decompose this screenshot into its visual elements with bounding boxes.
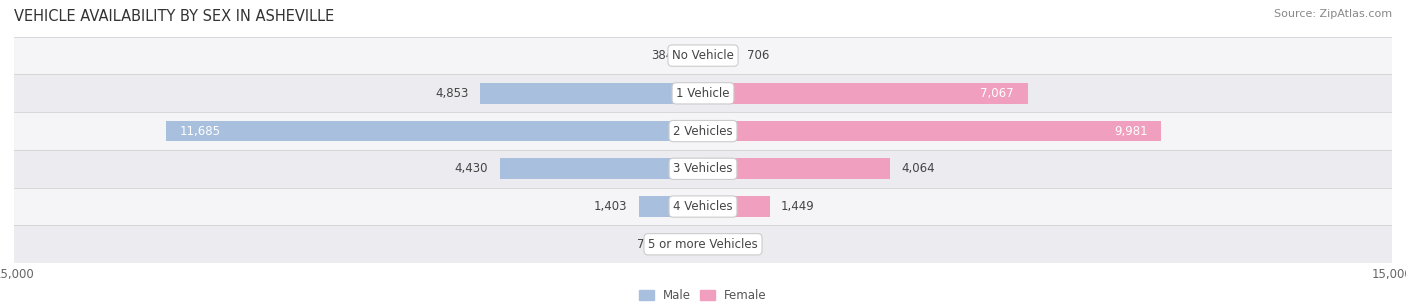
Text: 1,449: 1,449 [782, 200, 815, 213]
Bar [638, 196, 703, 217]
Bar [703, 83, 1028, 104]
Bar [703, 196, 769, 217]
Text: Source: ZipAtlas.com: Source: ZipAtlas.com [1274, 9, 1392, 19]
Text: 9,981: 9,981 [1114, 125, 1147, 138]
Bar [14, 74, 1392, 112]
Bar [703, 121, 1161, 141]
Text: 3 Vehicles: 3 Vehicles [673, 162, 733, 175]
Bar [703, 234, 724, 255]
Bar [479, 83, 703, 104]
Text: 2 Vehicles: 2 Vehicles [673, 125, 733, 138]
Text: 4 Vehicles: 4 Vehicles [673, 200, 733, 213]
Text: 706: 706 [747, 49, 769, 62]
Bar [499, 159, 703, 179]
Bar [14, 112, 1392, 150]
Text: No Vehicle: No Vehicle [672, 49, 734, 62]
Text: 7,067: 7,067 [980, 87, 1014, 100]
Text: 4,064: 4,064 [901, 162, 935, 175]
Text: 5 or more Vehicles: 5 or more Vehicles [648, 238, 758, 251]
Text: 1,403: 1,403 [593, 200, 627, 213]
Bar [166, 121, 703, 141]
Bar [703, 45, 735, 66]
Text: 458: 458 [735, 238, 758, 251]
Text: 1 Vehicle: 1 Vehicle [676, 87, 730, 100]
Text: VEHICLE AVAILABILITY BY SEX IN ASHEVILLE: VEHICLE AVAILABILITY BY SEX IN ASHEVILLE [14, 9, 335, 24]
Bar [14, 188, 1392, 226]
Bar [685, 45, 703, 66]
Bar [14, 37, 1392, 74]
Bar [671, 234, 703, 255]
Text: 4,853: 4,853 [436, 87, 468, 100]
Bar [14, 150, 1392, 188]
Bar [703, 159, 890, 179]
Bar [14, 226, 1392, 263]
Text: 703: 703 [637, 238, 659, 251]
Text: 4,430: 4,430 [454, 162, 488, 175]
Text: 11,685: 11,685 [180, 125, 221, 138]
Legend: Male, Female: Male, Female [634, 285, 772, 306]
Text: 384: 384 [651, 49, 673, 62]
